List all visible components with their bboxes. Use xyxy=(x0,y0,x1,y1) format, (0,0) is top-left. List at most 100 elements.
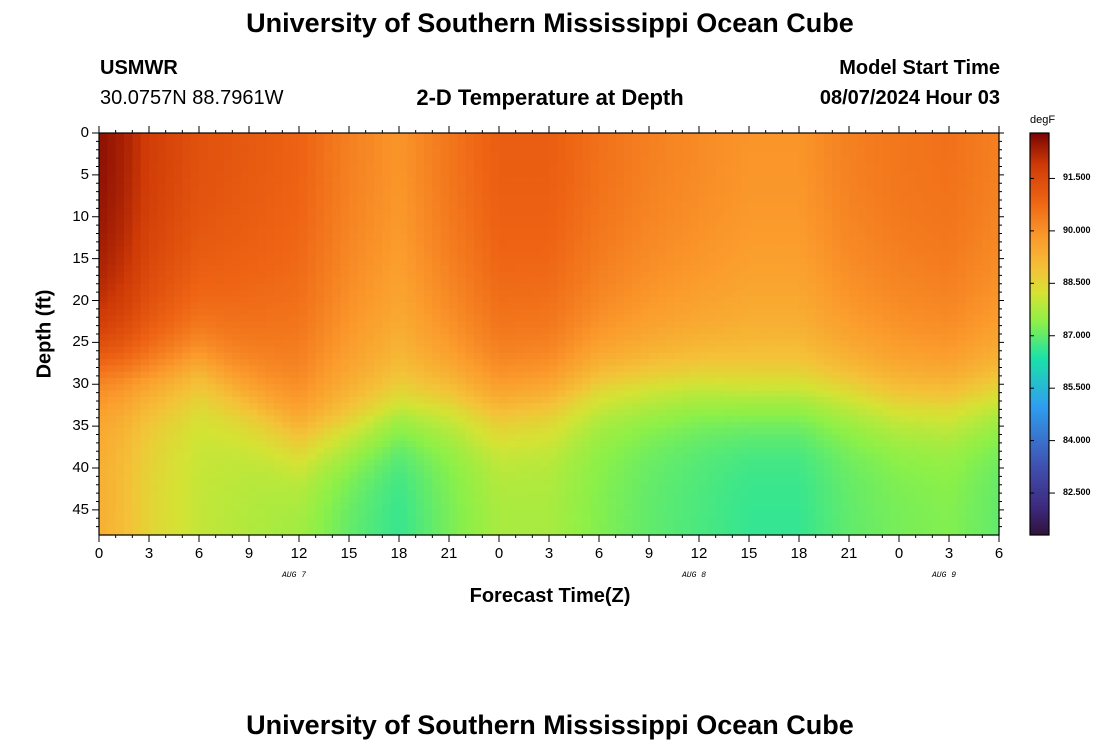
heatmap-cell xyxy=(107,453,117,461)
heatmap-cell xyxy=(390,151,400,159)
heatmap-cell xyxy=(340,459,350,467)
heatmap-cell xyxy=(265,315,275,323)
heatmap-cell xyxy=(390,202,400,209)
heatmap-cell xyxy=(315,277,325,285)
heatmap-cell xyxy=(324,365,333,373)
heatmap-cell xyxy=(274,377,283,385)
heatmap-cell xyxy=(199,220,208,228)
heatmap-cell xyxy=(324,133,333,140)
heatmap-cell xyxy=(374,151,383,159)
heatmap-cell xyxy=(157,283,167,291)
heatmap-cell xyxy=(99,390,108,398)
heatmap-cell xyxy=(640,491,650,498)
heatmap-cell xyxy=(457,296,467,304)
heatmap-cell xyxy=(482,183,492,191)
heatmap-cell xyxy=(115,327,125,335)
heatmap-cell xyxy=(132,340,142,348)
heatmap-cell xyxy=(332,377,342,385)
heatmap-cell xyxy=(132,478,142,486)
heatmap-cell xyxy=(574,453,583,461)
heatmap-cell xyxy=(732,233,742,241)
heatmap-cell xyxy=(465,239,475,247)
heatmap-cell xyxy=(340,271,350,279)
heatmap-cell xyxy=(699,315,708,323)
heatmap-cell xyxy=(690,428,700,436)
heatmap-cell xyxy=(707,264,717,272)
heatmap-cell xyxy=(374,365,383,373)
heatmap-cell xyxy=(132,390,142,398)
heatmap-cell xyxy=(224,396,233,404)
heatmap-cell xyxy=(582,478,592,486)
heatmap-cell xyxy=(382,214,392,222)
heatmap-cell xyxy=(415,371,425,379)
heatmap-cell xyxy=(407,158,417,166)
heatmap-cell xyxy=(232,151,242,159)
heatmap-cell xyxy=(699,371,708,379)
heatmap-cell xyxy=(590,434,600,442)
heatmap-cell xyxy=(232,195,242,203)
heatmap-cell xyxy=(224,352,233,360)
heatmap-cell xyxy=(715,377,725,385)
heatmap-cell xyxy=(440,421,450,429)
heatmap-cell xyxy=(307,202,317,209)
model-start-label: Model Start Time xyxy=(839,57,1000,79)
heatmap-cell xyxy=(632,246,642,253)
heatmap-cell xyxy=(499,264,508,272)
heatmap-cell xyxy=(190,258,200,266)
heatmap-cell xyxy=(149,252,158,260)
heatmap-cell xyxy=(199,472,208,480)
heatmap-cell xyxy=(340,183,350,191)
heatmap-cell xyxy=(382,390,392,398)
heatmap-cell xyxy=(115,472,125,480)
heatmap-cell xyxy=(690,170,700,178)
heatmap-cell xyxy=(257,252,267,260)
heatmap-cell xyxy=(699,491,708,498)
heatmap-cell xyxy=(199,484,208,492)
heatmap-cell xyxy=(615,472,625,480)
heatmap-cell xyxy=(707,271,717,279)
heatmap-cell xyxy=(682,503,692,511)
heatmap-cell xyxy=(140,151,150,159)
heatmap-cell xyxy=(449,421,458,429)
heatmap-cell xyxy=(257,214,267,222)
heatmap-cell xyxy=(240,164,250,172)
heatmap-cell xyxy=(290,503,300,511)
heatmap-cell xyxy=(449,453,458,461)
heatmap-cell xyxy=(715,352,725,360)
heatmap-cell xyxy=(374,227,383,235)
heatmap-cell xyxy=(132,447,142,454)
heatmap-cell xyxy=(140,246,150,253)
heatmap-cell xyxy=(174,277,183,285)
heatmap-cell xyxy=(199,258,208,266)
heatmap-cell xyxy=(282,239,292,247)
heatmap-cell xyxy=(265,283,275,291)
heatmap-cell xyxy=(499,390,508,398)
heatmap-cell xyxy=(524,346,533,354)
heatmap-cell xyxy=(740,340,750,348)
heatmap-cell xyxy=(740,183,750,191)
heatmap-cell xyxy=(732,302,742,310)
heatmap-cell xyxy=(240,133,250,140)
heatmap-cell xyxy=(207,308,217,316)
heatmap-cell xyxy=(532,346,542,354)
heatmap-cell xyxy=(282,327,292,335)
heatmap-cell xyxy=(332,365,342,373)
heatmap-cell xyxy=(540,371,550,379)
heatmap-cell xyxy=(324,371,333,379)
heatmap-cell xyxy=(282,158,292,166)
heatmap-cell xyxy=(349,359,358,367)
heatmap-cell xyxy=(349,133,358,140)
heatmap-cell xyxy=(224,484,233,492)
heatmap-cell xyxy=(240,359,250,367)
heatmap-cell xyxy=(474,220,483,228)
heatmap-cell xyxy=(157,151,167,159)
heatmap-cell xyxy=(407,434,417,442)
heatmap-cell xyxy=(640,365,650,373)
heatmap-cell xyxy=(390,528,400,536)
heatmap-cell xyxy=(149,472,158,480)
heatmap-cell xyxy=(449,290,458,297)
heatmap-cell xyxy=(640,421,650,429)
heatmap-cell xyxy=(674,503,683,511)
heatmap-cell xyxy=(482,346,492,354)
heatmap-cell xyxy=(457,170,467,178)
